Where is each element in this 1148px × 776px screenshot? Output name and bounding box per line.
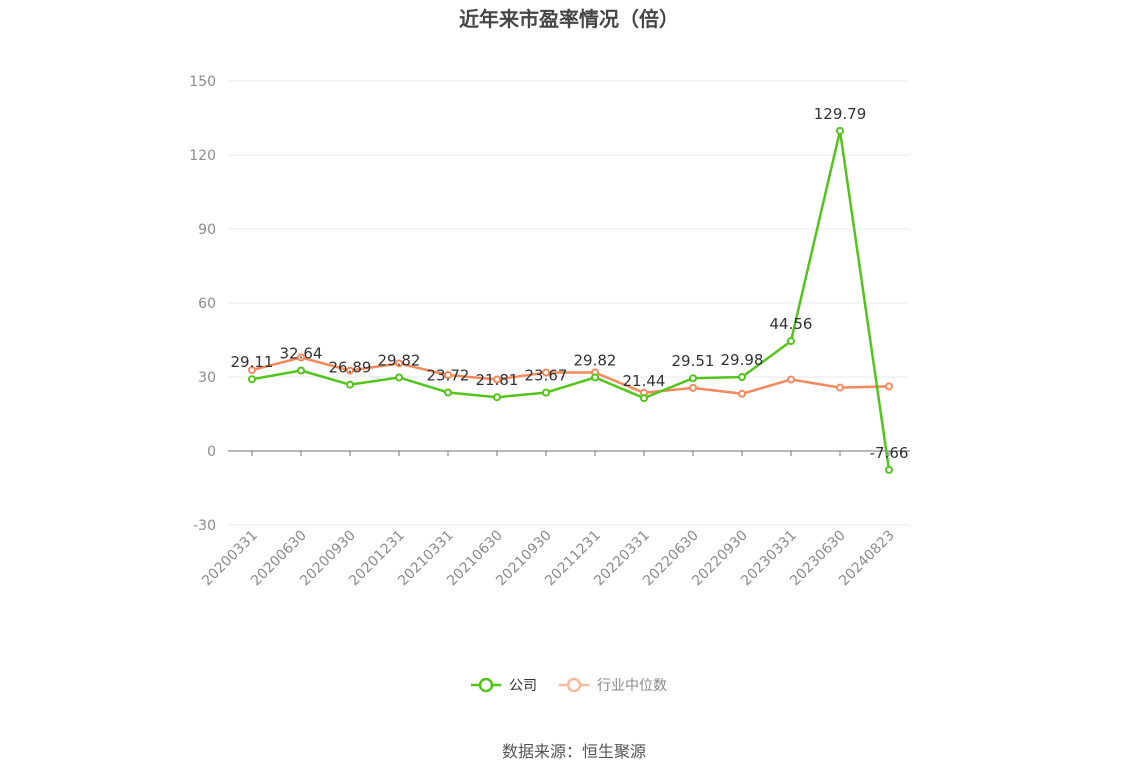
data-point[interactable]: [542, 388, 550, 397]
legend-label: 公司: [509, 678, 537, 694]
data-label: 29.82: [378, 351, 421, 369]
data-label: 26.89: [329, 359, 372, 377]
legend-label: 行业中位数: [597, 678, 667, 694]
data-point[interactable]: [836, 383, 844, 392]
data-point[interactable]: [248, 375, 256, 384]
data-point[interactable]: [738, 373, 746, 382]
data-point[interactable]: [885, 382, 893, 391]
legend-item-1[interactable]: 行业中位数: [559, 677, 667, 694]
data-point[interactable]: [346, 380, 354, 389]
data-label: 21.81: [476, 371, 519, 389]
data-label: 44.56: [770, 315, 813, 333]
data-point[interactable]: [297, 366, 305, 375]
y-tick-label: 120: [189, 148, 216, 164]
data-point[interactable]: [640, 394, 648, 403]
data-point[interactable]: [591, 373, 599, 382]
legend-marker: [478, 677, 494, 693]
y-tick-label: 30: [198, 370, 216, 386]
data-label: 29.11: [231, 353, 274, 371]
data-point[interactable]: [346, 366, 354, 375]
data-point[interactable]: [542, 368, 550, 377]
data-source: 数据来源：恒生聚源: [502, 742, 646, 761]
y-tick-label: 0: [207, 444, 216, 460]
series-lines: [248, 126, 893, 474]
data-label: 32.64: [280, 344, 323, 362]
data-point[interactable]: [787, 337, 795, 346]
legend[interactable]: 公司 行业中位数: [471, 677, 667, 694]
data-point[interactable]: [297, 353, 305, 362]
x-axis: 2020033120200630202009302020123120210331…: [199, 450, 910, 589]
data-point[interactable]: [836, 126, 844, 135]
series-line-1: [251, 356, 890, 396]
data-point[interactable]: [689, 383, 697, 392]
data-label: 21.44: [623, 372, 666, 390]
data-label: 29.98: [721, 351, 764, 369]
data-point[interactable]: [689, 374, 697, 383]
data-point[interactable]: [444, 371, 452, 380]
data-point[interactable]: [248, 366, 256, 375]
y-tick-label: 150: [189, 74, 216, 90]
y-tick-label: 90: [198, 222, 216, 238]
chart-title: 近年来市盈率情况（倍）: [459, 7, 679, 31]
y-axis: -30 0 30 60 90 120 150: [189, 74, 216, 534]
data-label: -7.66: [870, 444, 909, 462]
legend-item-0[interactable]: 公司: [471, 677, 537, 694]
data-label: 23.67: [525, 367, 568, 385]
data-label: 129.79: [814, 105, 867, 123]
data-point[interactable]: [444, 388, 452, 397]
legend-marker: [566, 677, 582, 693]
series-line-0: [251, 129, 891, 471]
y-tick-label: 60: [198, 296, 216, 312]
data-label: 29.82: [574, 351, 617, 369]
data-point[interactable]: [787, 375, 795, 384]
data-point[interactable]: [493, 393, 501, 402]
grid-lines: [228, 80, 910, 526]
y-tick-label: -30: [193, 518, 216, 534]
data-label: 23.72: [427, 366, 470, 384]
data-labels: 29.11 32.64 26.89 29.82 23.72 21.81 23.67 29.82…: [231, 105, 909, 462]
data-point[interactable]: [738, 389, 746, 398]
data-label: 29.51: [672, 352, 715, 370]
data-point[interactable]: [493, 375, 501, 384]
data-point[interactable]: [885, 465, 893, 474]
data-point[interactable]: [395, 373, 403, 382]
data-point[interactable]: [395, 359, 403, 368]
